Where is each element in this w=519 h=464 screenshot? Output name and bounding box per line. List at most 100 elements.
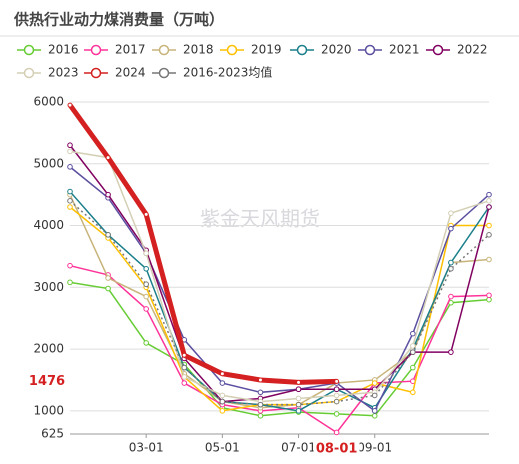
x-tick-label: 05-01 bbox=[205, 441, 240, 455]
point bbox=[333, 386, 340, 393]
point bbox=[334, 378, 340, 384]
legend-label: 2022 bbox=[457, 43, 488, 57]
point bbox=[219, 380, 226, 386]
point bbox=[295, 395, 302, 402]
point bbox=[143, 293, 149, 300]
point bbox=[295, 401, 302, 408]
legend-label: 2016 bbox=[48, 43, 79, 57]
y-tick-label: 4000 bbox=[33, 218, 64, 232]
point bbox=[181, 352, 187, 358]
point bbox=[295, 408, 302, 414]
legend-label: 2020 bbox=[321, 43, 352, 57]
legend-label: 2021 bbox=[389, 43, 420, 57]
point bbox=[143, 211, 149, 217]
point bbox=[143, 250, 149, 257]
legend-marker bbox=[226, 44, 238, 56]
y-tick-label: 1000 bbox=[33, 403, 64, 417]
legend-marker bbox=[432, 44, 444, 56]
point bbox=[181, 364, 188, 371]
crosshair-x-box bbox=[313, 438, 360, 458]
point bbox=[67, 204, 73, 210]
series-line bbox=[69, 150, 490, 403]
point bbox=[181, 380, 188, 386]
point bbox=[486, 256, 492, 263]
point bbox=[105, 275, 111, 281]
crosshair-x-label: 08-01 bbox=[316, 442, 358, 457]
point bbox=[333, 398, 340, 405]
legend-label: 2017 bbox=[115, 43, 146, 57]
point bbox=[219, 408, 226, 414]
y-tick-label: 3000 bbox=[33, 280, 64, 294]
y-tick-label: 5000 bbox=[33, 156, 64, 170]
legend-marker bbox=[158, 67, 170, 79]
point bbox=[257, 377, 263, 383]
point bbox=[67, 164, 73, 170]
point bbox=[219, 392, 226, 399]
x-tick-label: 03-01 bbox=[129, 441, 164, 455]
legend-label: 2023 bbox=[48, 66, 79, 80]
point bbox=[67, 142, 73, 149]
point bbox=[67, 279, 73, 286]
legend-marker bbox=[23, 67, 35, 79]
legend-marker bbox=[90, 67, 102, 79]
point bbox=[67, 102, 73, 108]
point bbox=[67, 148, 73, 155]
point bbox=[143, 281, 149, 288]
point bbox=[486, 222, 492, 229]
crosshair-y-box bbox=[26, 371, 68, 392]
point bbox=[296, 379, 302, 385]
point bbox=[371, 408, 378, 414]
series-line bbox=[67, 103, 337, 385]
point bbox=[448, 349, 454, 355]
point bbox=[410, 389, 416, 396]
point bbox=[371, 392, 378, 399]
point bbox=[257, 389, 264, 396]
point bbox=[371, 380, 378, 386]
point bbox=[448, 265, 454, 272]
legend-marker bbox=[296, 44, 308, 56]
point bbox=[105, 191, 111, 198]
point bbox=[486, 232, 492, 238]
point bbox=[333, 411, 340, 417]
series-line bbox=[69, 206, 489, 412]
x-tick-label: 09-01 bbox=[357, 441, 392, 455]
point bbox=[105, 232, 111, 238]
point bbox=[143, 265, 149, 272]
point bbox=[219, 398, 226, 405]
point bbox=[410, 343, 416, 349]
point bbox=[333, 392, 340, 399]
point bbox=[333, 429, 340, 436]
point bbox=[219, 371, 225, 377]
legend-marker bbox=[364, 44, 376, 56]
series-line bbox=[69, 194, 490, 409]
legend-label: 2018 bbox=[183, 43, 214, 57]
point bbox=[181, 374, 188, 380]
point bbox=[67, 198, 73, 204]
point bbox=[448, 225, 454, 232]
point bbox=[105, 285, 111, 292]
legend-marker bbox=[90, 44, 102, 56]
point bbox=[67, 188, 73, 195]
legend-marker bbox=[23, 44, 35, 56]
point bbox=[448, 293, 454, 300]
x-tick-label: 07-01 bbox=[281, 441, 316, 455]
point bbox=[486, 198, 492, 204]
y-tick-label: 625 bbox=[41, 427, 64, 441]
point bbox=[486, 191, 492, 198]
point bbox=[67, 262, 73, 269]
point bbox=[371, 412, 378, 419]
series-line bbox=[69, 281, 490, 417]
legend-label: 2016-2023均值 bbox=[183, 65, 272, 80]
point bbox=[448, 259, 454, 266]
series-line bbox=[69, 144, 490, 403]
legend-label: 2024 bbox=[115, 66, 146, 80]
series-line bbox=[69, 191, 490, 412]
chart-title: 供热行业动力煤消费量（万吨） bbox=[13, 11, 224, 29]
crosshair-y-label: 1476 bbox=[29, 374, 65, 389]
y-tick-label: 6000 bbox=[33, 95, 64, 109]
point bbox=[410, 330, 416, 337]
y-tick-label: 2000 bbox=[33, 342, 64, 356]
watermark: 紫金天风期货 bbox=[200, 207, 320, 231]
point bbox=[448, 210, 454, 216]
